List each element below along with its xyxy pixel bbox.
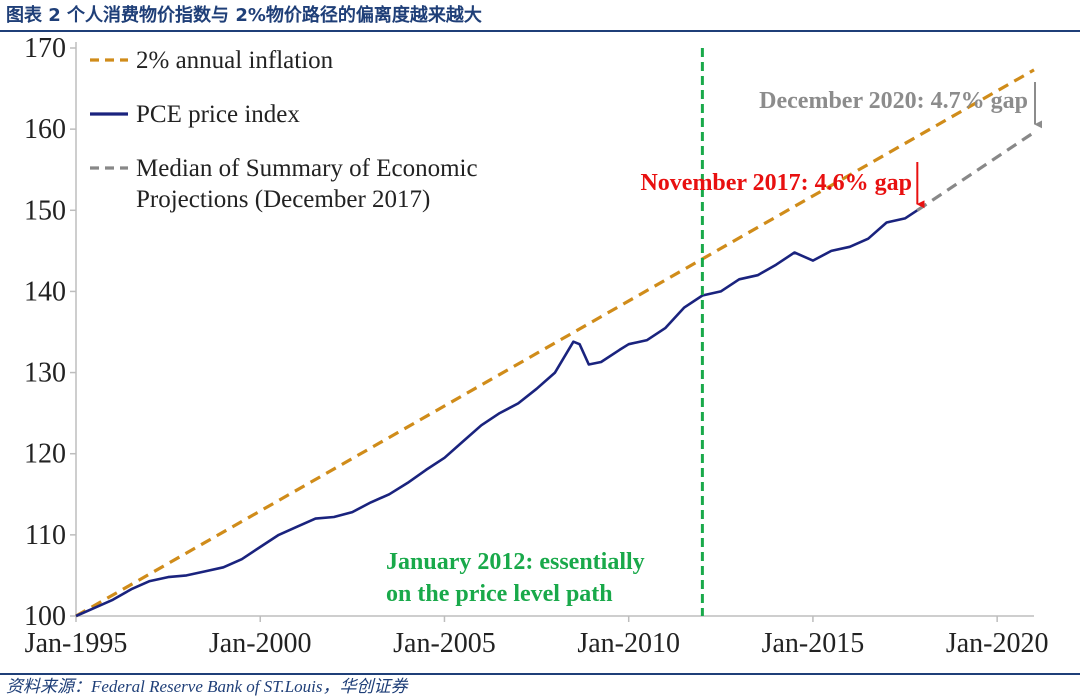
pce-index-line: [75, 209, 919, 618]
x-tick-label-5: Jan-2020: [946, 628, 1049, 659]
legend-label-1: 2% annual inflation: [136, 47, 334, 74]
x-tick-label-2: Jan-2005: [393, 628, 496, 659]
legend-label-3-line-1: Median of Summary of Economic: [136, 155, 478, 182]
x-tick-labels: Jan-1995 Jan-2000 Jan-2005 Jan-2010 Jan-2015…: [25, 616, 1049, 659]
annotation-nov-2017: November 2017: 4.6% gap: [640, 170, 912, 196]
source-rule: [0, 673, 1080, 675]
legend-label-2: PCE price index: [136, 101, 300, 128]
legend-label-2-line-1: PCE price index: [136, 101, 300, 128]
y-tick-label-160: 160: [24, 114, 66, 145]
y-tick-label-120: 120: [24, 439, 66, 470]
annotation-jan-2012-line-2: on the price level path: [386, 581, 613, 607]
axes: [75, 42, 1034, 617]
line-chart: 100 110 120 130 140 150 160 170 Jan-1995 Jan-200…: [24, 34, 1049, 659]
legend-label-3-line-2: Projections (December 2017): [136, 186, 430, 213]
x-tick-label-4: Jan-2015: [762, 628, 865, 659]
annotation-jan-2012: January 2012: essentially on the price le…: [386, 549, 645, 607]
y-tick-label-110: 110: [25, 520, 66, 551]
x-tick-label-1: Jan-2000: [209, 628, 312, 659]
legend: 2% annual inflation PCE price index Median…: [90, 47, 478, 213]
sep-projection-line: [916, 131, 1035, 212]
y-tick-labels: 100 110 120 130 140 150 160 170: [24, 34, 76, 632]
x-tick-label-0: Jan-1995: [25, 628, 128, 659]
annotation-jan-2012-line-1: January 2012: essentially: [386, 549, 645, 575]
y-tick-label-170: 170: [24, 34, 66, 64]
annotations: December 2020: 4.7% gap November 2017: 4.…: [386, 82, 1043, 607]
title-rule: [0, 30, 1080, 32]
inflation-path-line: [75, 68, 1035, 618]
figure-title: 图表 2 个人消费物价指数与 2%物价路径的偏离度越来越大: [6, 5, 482, 26]
legend-label-3: Median of Summary of Economic Projections…: [136, 155, 478, 213]
y-tick-label-150: 150: [24, 195, 66, 226]
series-layer: [75, 68, 1035, 618]
y-tick-label-130: 130: [24, 358, 66, 389]
legend-label-1-line-1: 2% annual inflation: [136, 47, 334, 74]
y-tick-label-140: 140: [24, 276, 66, 307]
annotation-dec-2020: December 2020: 4.7% gap: [759, 88, 1028, 114]
y-tick-label-100: 100: [24, 601, 66, 632]
source-note: 资料来源：Federal Reserve Bank of ST.Louis，华创…: [6, 677, 408, 696]
x-tick-label-3: Jan-2010: [577, 628, 680, 659]
